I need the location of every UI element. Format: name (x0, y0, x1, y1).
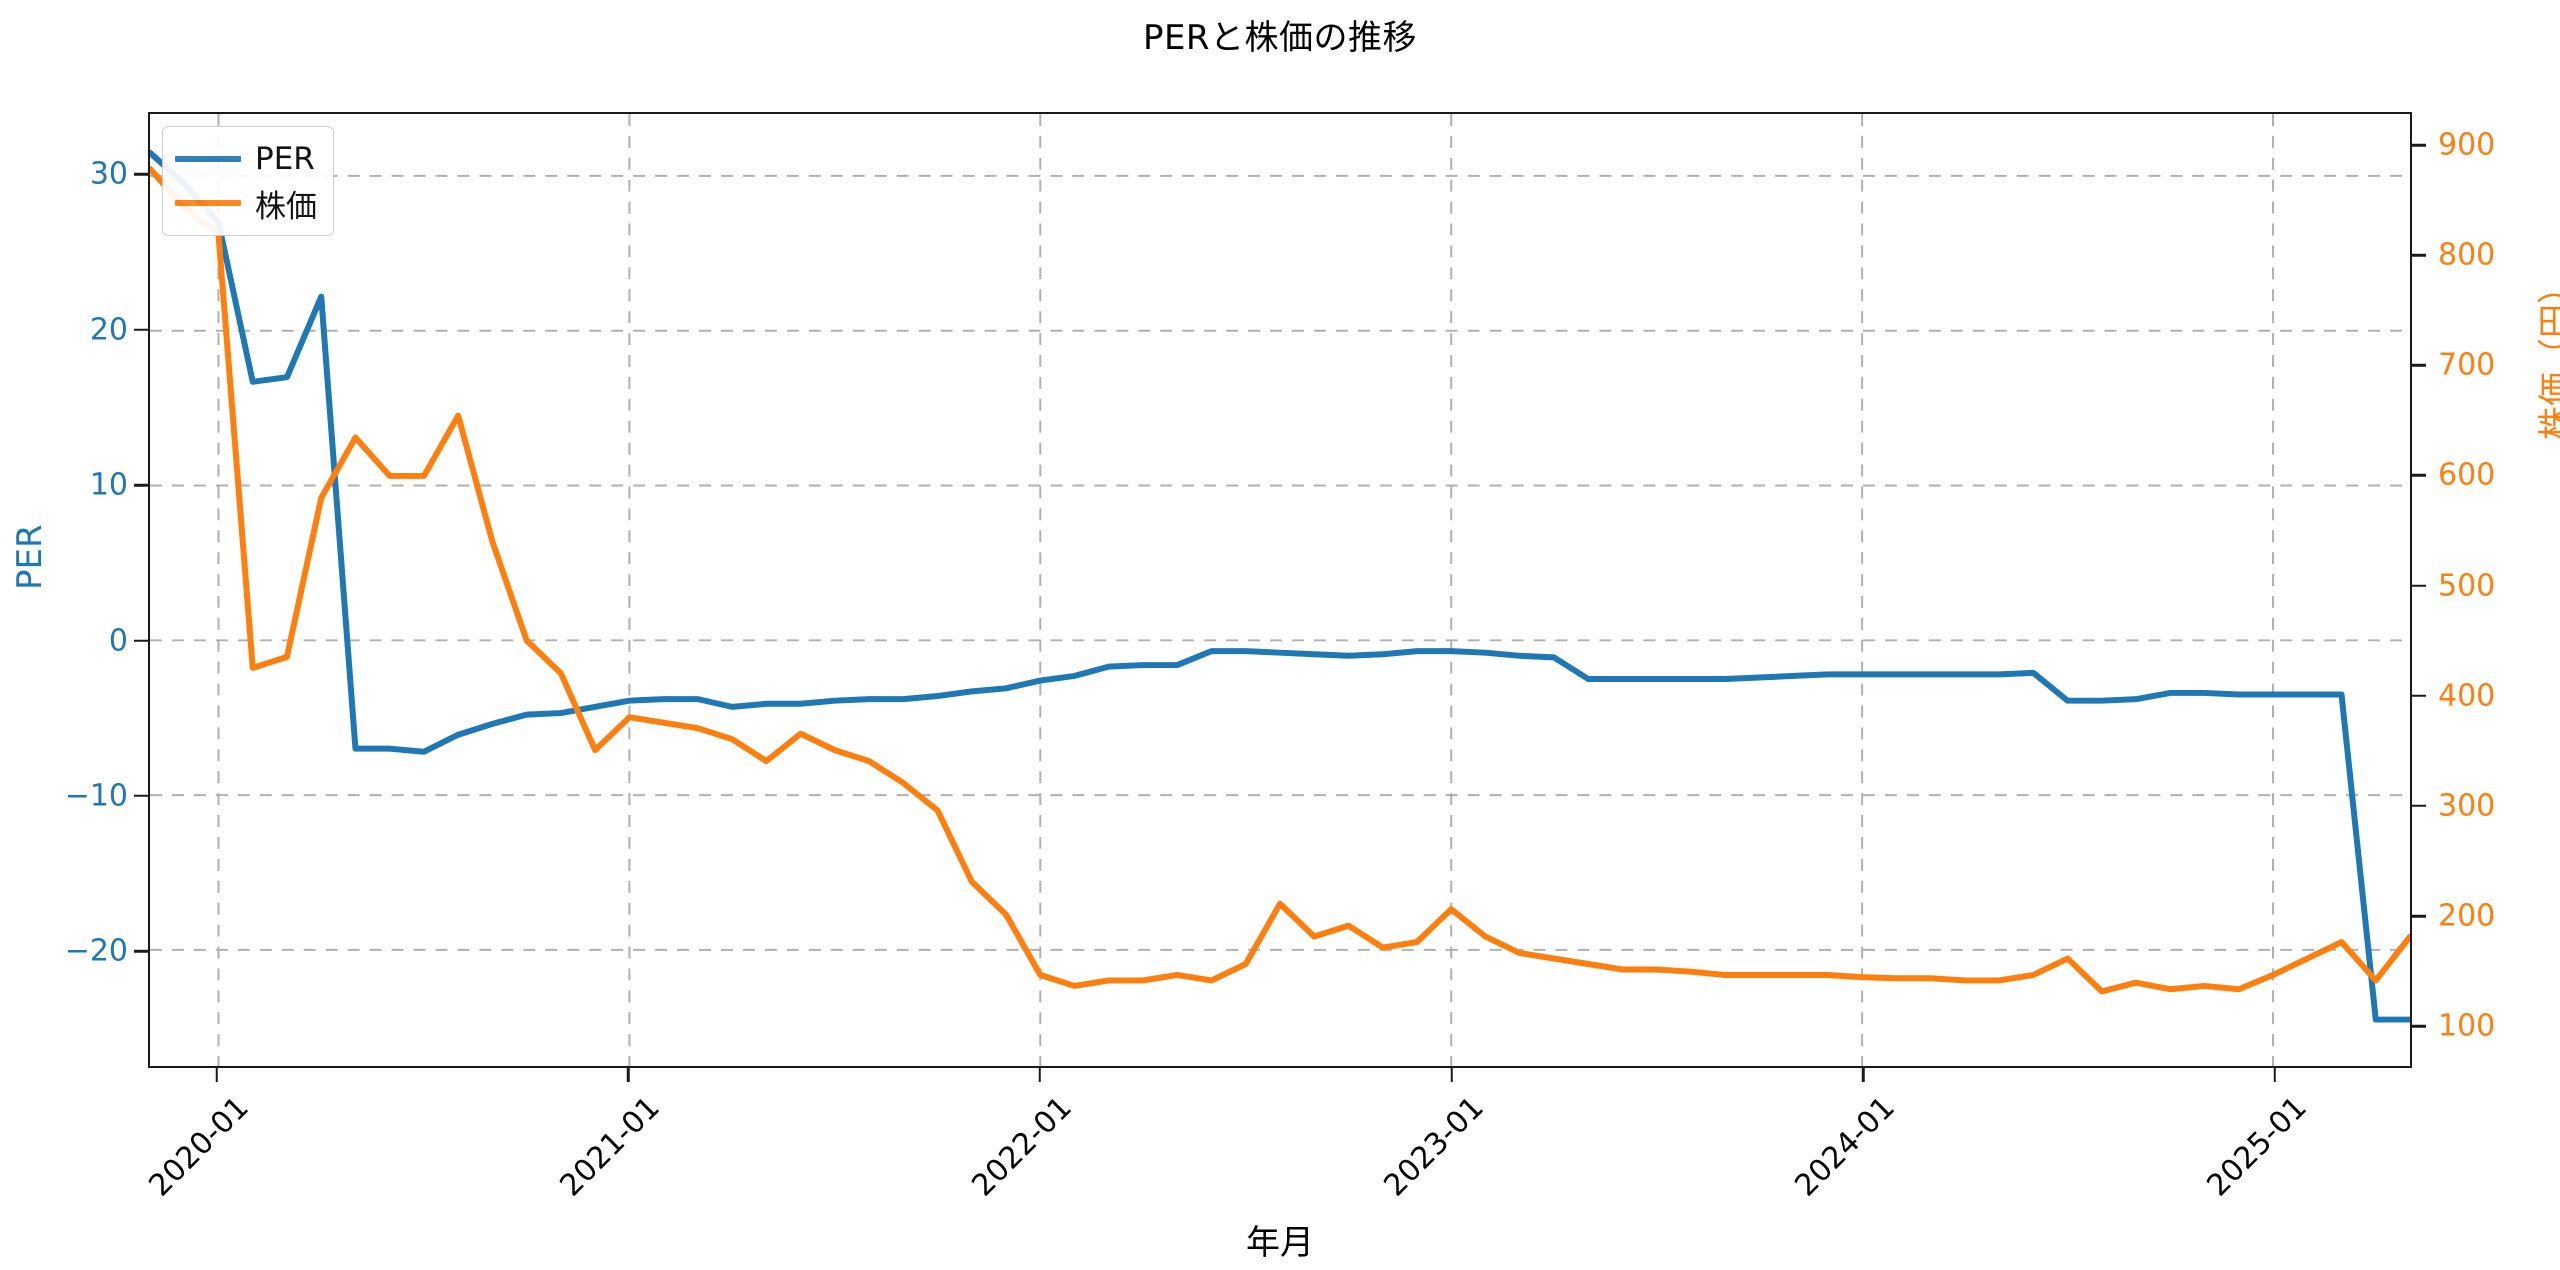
legend-swatch-per (175, 156, 241, 162)
y-axis-right-tick-mark (2412, 143, 2426, 147)
y-axis-right-tick-mark (2412, 1024, 2426, 1028)
plot-area (148, 112, 2412, 1068)
legend-item-per: PER (175, 137, 317, 181)
y-axis-left-tick-mark (134, 483, 148, 487)
y-axis-right-tick-label: 100 (2438, 1008, 2496, 1044)
y-axis-right-tick-label: 900 (2438, 127, 2496, 163)
chart-legend: PER 株価 (162, 126, 334, 236)
x-axis-tick-mark (626, 1068, 630, 1082)
legend-item-kabuka: 株価 (175, 181, 317, 225)
y-axis-right-tick-label: 200 (2438, 898, 2496, 934)
x-axis-tick-mark (1038, 1068, 1042, 1082)
y-axis-right-tick-label: 300 (2438, 788, 2496, 824)
y-axis-right-tick-label: 500 (2438, 568, 2496, 604)
series-line-kabuka (150, 165, 2410, 995)
legend-label-per: PER (255, 141, 315, 177)
chart-title: PERと株価の推移 (1142, 18, 1418, 58)
x-axis-tick-mark (2273, 1068, 2277, 1082)
y-axis-left-tick-label: −10 (64, 778, 128, 814)
x-axis-tick-mark (1861, 1068, 1865, 1082)
plot-canvas (150, 114, 2410, 1066)
y-axis-left-tick-label: 20 (89, 312, 128, 348)
y-axis-left-label: PER (10, 524, 50, 590)
y-axis-right-tick-mark (2412, 584, 2426, 587)
x-axis-tick-mark (1450, 1068, 1453, 1082)
y-axis-right-tick-label: 700 (2438, 347, 2496, 383)
y-axis-right-tick-label: 800 (2438, 237, 2496, 273)
y-axis-left-tick-label: 30 (89, 156, 128, 192)
y-axis-right-tick-mark (2412, 804, 2426, 808)
legend-label-kabuka: 株価 (255, 188, 317, 225)
y-axis-right-label: 株価（円） (2536, 270, 2560, 440)
y-axis-right-tick-mark (2412, 364, 2426, 367)
y-axis-right-tick-mark (2412, 253, 2426, 257)
y-axis-right-tick-mark (2412, 694, 2426, 697)
series-line-per (150, 149, 2410, 1023)
y-axis-left-tick-mark (134, 172, 148, 176)
y-axis-left-tick-mark (134, 328, 148, 331)
y-axis-left-tick-label: −20 (64, 933, 128, 969)
x-axis-tick-mark (215, 1068, 218, 1082)
legend-swatch-kabuka (175, 200, 241, 206)
y-axis-left-tick-label: 0 (108, 623, 128, 659)
y-axis-left-tick-mark (134, 639, 148, 642)
y-axis-right-tick-mark (2412, 474, 2426, 477)
y-axis-left-tick-label: 10 (89, 467, 128, 503)
y-axis-left-tick-mark (134, 794, 148, 798)
y-axis-right-tick-label: 400 (2438, 678, 2496, 714)
x-axis-label: 年月 (1246, 1223, 1314, 1263)
y-axis-left-tick-mark (134, 950, 148, 953)
y-axis-right-tick-mark (2412, 914, 2426, 918)
y-axis-right-tick-label: 600 (2438, 457, 2496, 493)
